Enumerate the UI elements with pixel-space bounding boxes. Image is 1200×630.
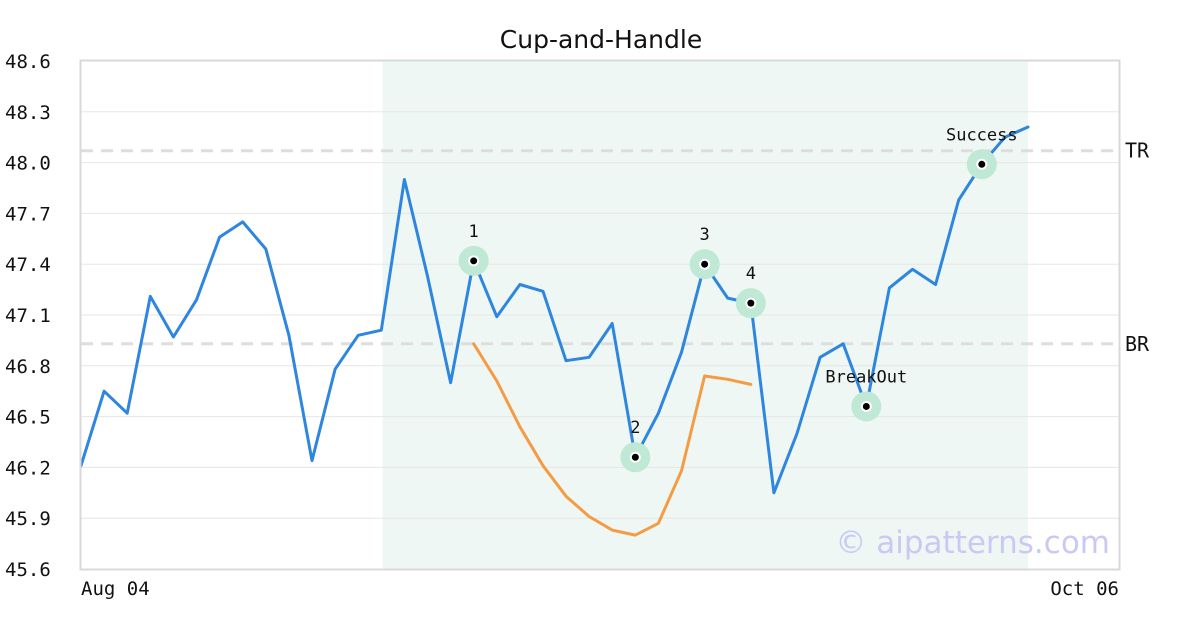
y-tick-label: 45.9 xyxy=(5,508,51,530)
marker-point-2 xyxy=(631,453,639,461)
watermark: © aipatterns.com xyxy=(835,525,1110,561)
marker-point-1 xyxy=(470,257,478,265)
marker-point-3 xyxy=(701,260,709,268)
annotation-3: 3 xyxy=(700,225,710,245)
y-tick-label: 47.7 xyxy=(5,203,51,225)
y-tick-label: 45.6 xyxy=(5,559,51,581)
y-tick-label: 47.4 xyxy=(5,254,51,276)
plot-frame xyxy=(79,59,1121,571)
reference-label-br: BR xyxy=(1125,332,1150,356)
marker-point-success xyxy=(978,160,986,168)
annotation-breakout: BreakOut xyxy=(825,367,907,387)
y-tick-label: 48.3 xyxy=(5,102,51,124)
y-tick-label: 46.2 xyxy=(5,457,51,479)
marker-point-4 xyxy=(747,299,755,307)
cup-curve-line xyxy=(472,342,753,537)
price-line xyxy=(79,125,1030,495)
chart-title: Cup-and-Handle xyxy=(500,25,702,54)
annotation-4: 4 xyxy=(746,264,756,284)
y-tick-label: 47.1 xyxy=(5,305,51,327)
y-tick-label: 46.8 xyxy=(5,356,51,378)
annotation-1: 1 xyxy=(469,222,479,242)
annotation-success: Success xyxy=(946,125,1018,145)
x-tick-label: Aug 04 xyxy=(81,578,150,600)
y-tick-label: 46.5 xyxy=(5,407,51,429)
y-tick-label: 48.0 xyxy=(5,153,51,175)
x-tick-label: Oct 06 xyxy=(1050,578,1119,600)
marker-point-breakout xyxy=(862,402,870,410)
reference-label-tr: TR xyxy=(1125,139,1150,163)
annotation-2: 2 xyxy=(630,418,640,438)
y-tick-label: 48.6 xyxy=(5,51,51,73)
